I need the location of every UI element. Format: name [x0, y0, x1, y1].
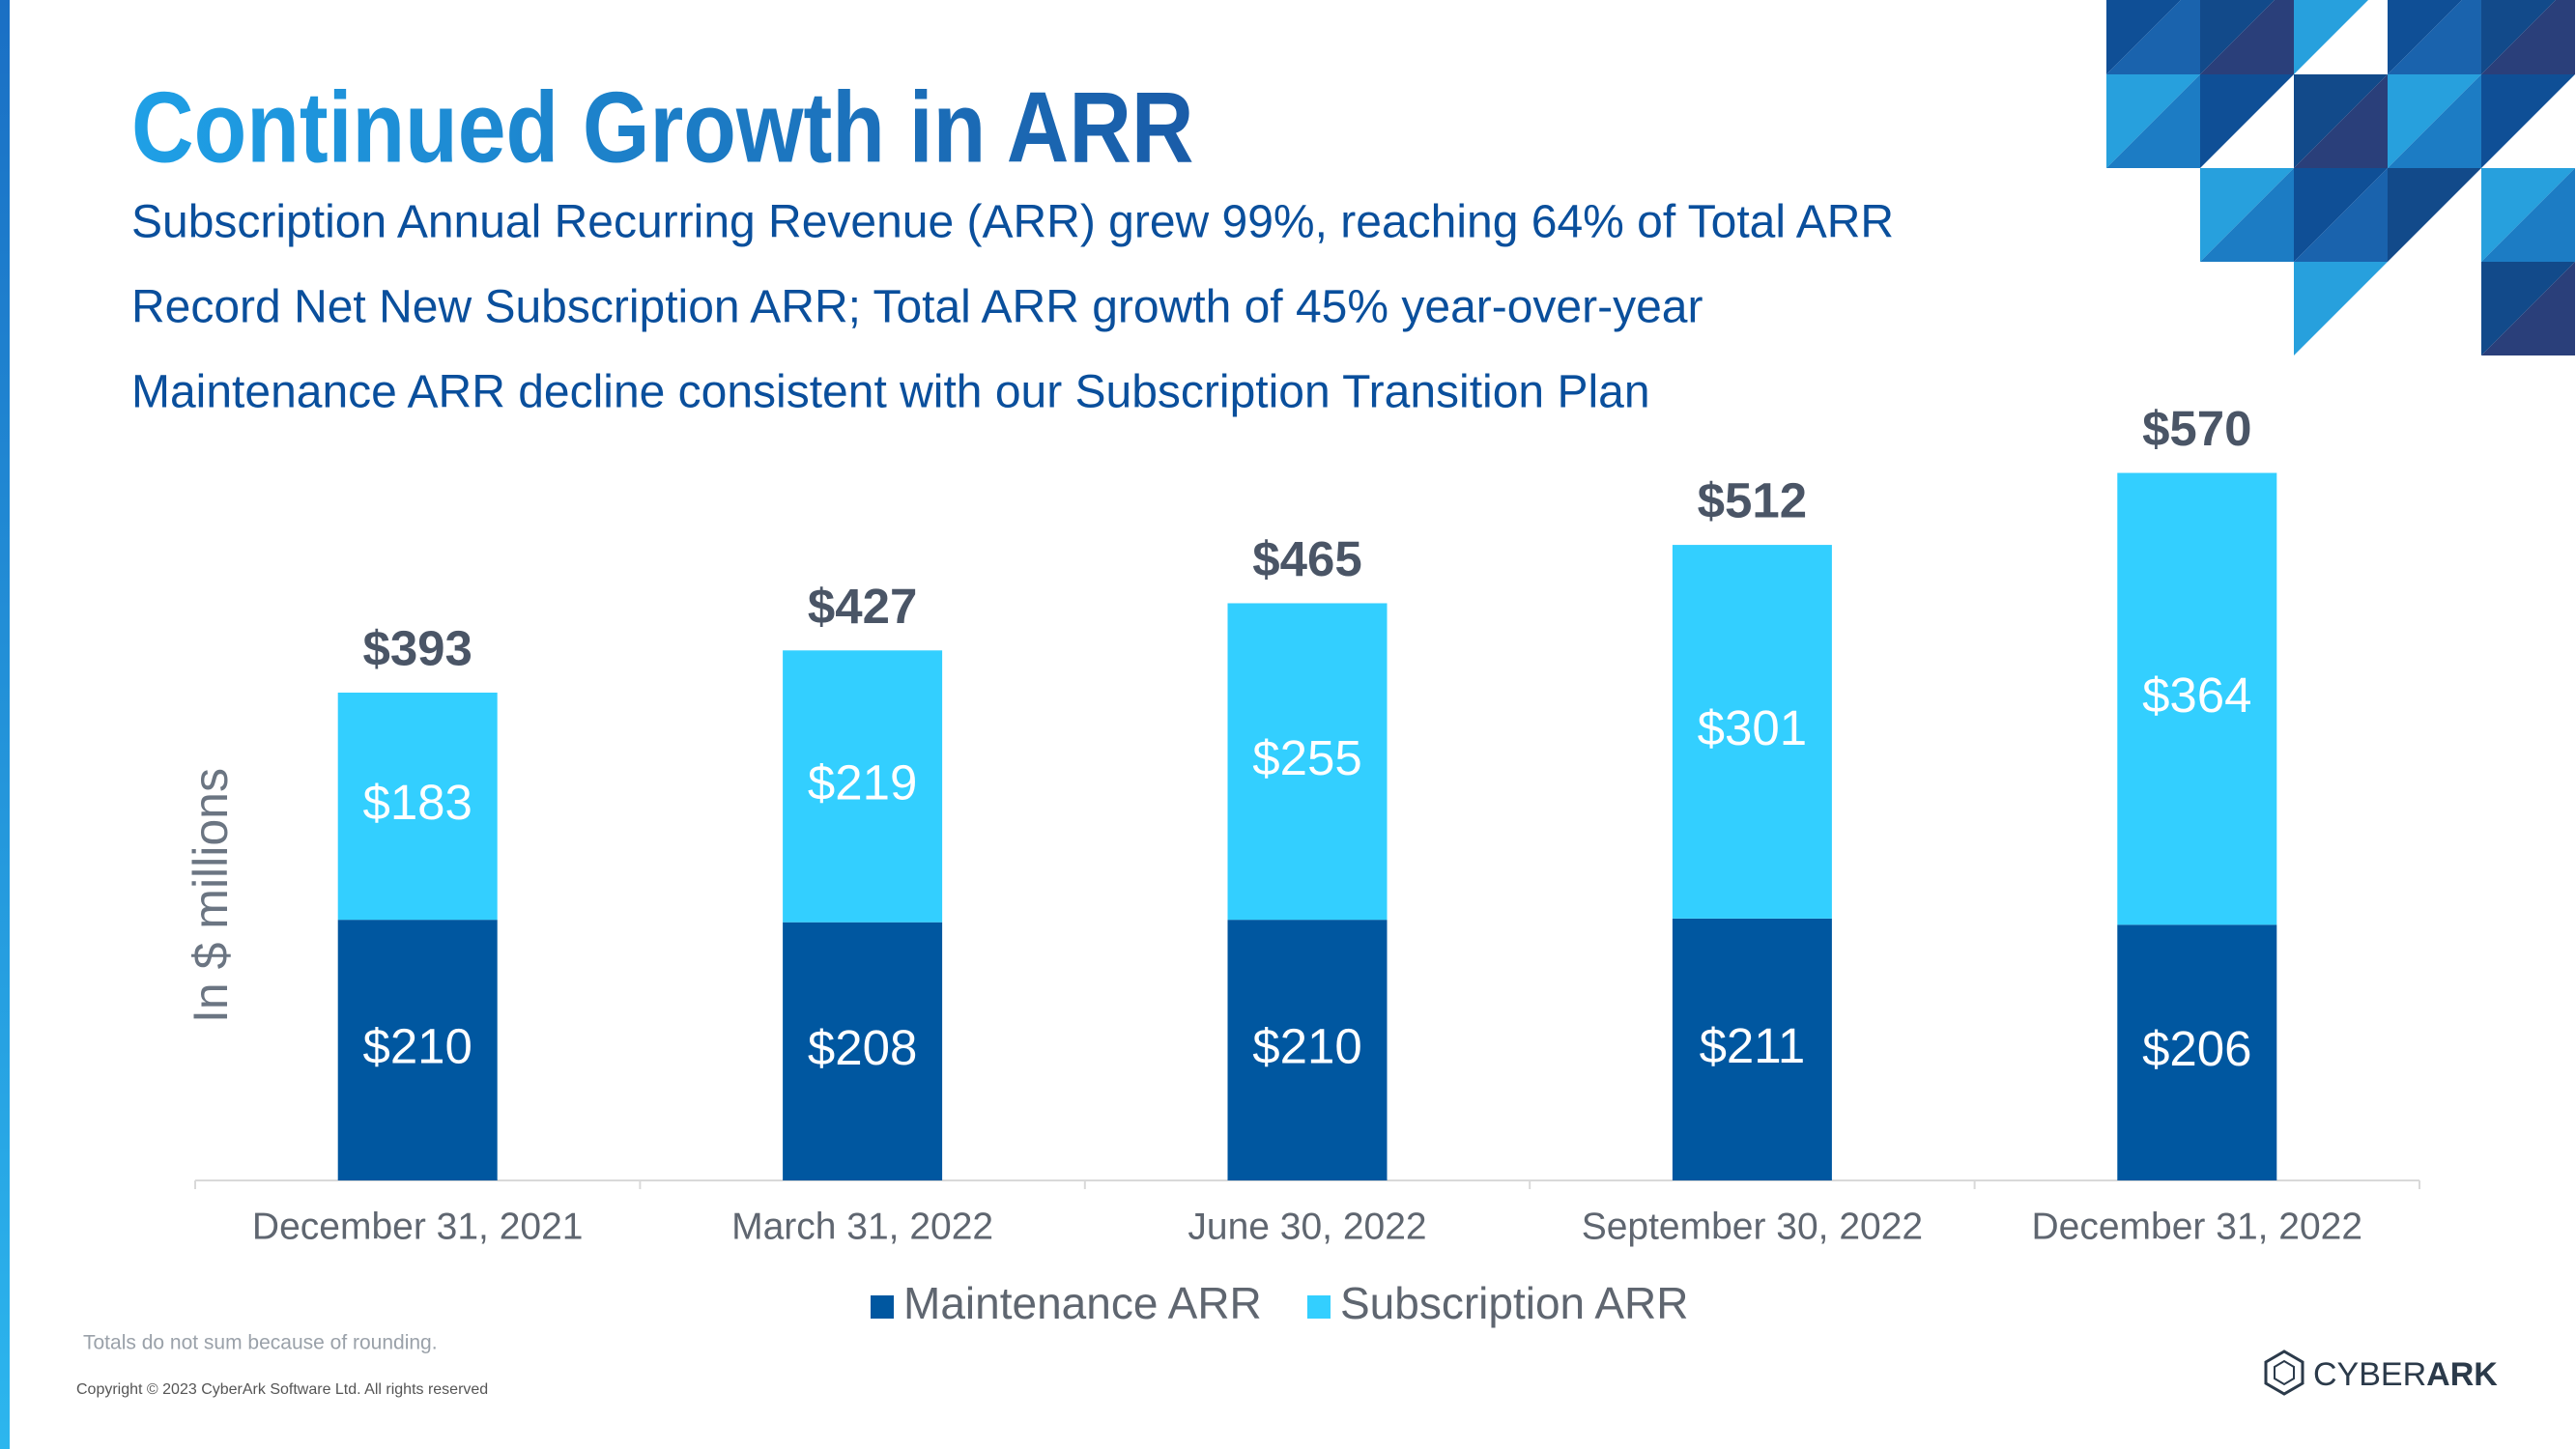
legend-label: Subscription ARR: [1340, 1278, 1689, 1328]
logo: CYBERARK: [2264, 1350, 2498, 1396]
logo-light: CYBER: [2313, 1356, 2426, 1393]
value-label: $301: [1698, 700, 1807, 755]
bar-segment: [337, 920, 498, 1180]
bar-segment: [2117, 472, 2277, 925]
decor-triangle: [2200, 168, 2294, 262]
logo-icon: [2264, 1350, 2304, 1396]
value-label: $208: [808, 1020, 917, 1075]
decor-triangle: [2481, 74, 2575, 168]
total-label: $465: [1252, 531, 1361, 586]
decor-triangle: [2200, 0, 2294, 74]
decor-triangle: [2294, 168, 2388, 262]
logo-bold: ARK: [2426, 1356, 2498, 1393]
total-label: $512: [1698, 473, 1807, 528]
decor-triangle: [2388, 74, 2481, 168]
decor-triangle: [2388, 168, 2481, 262]
bullet: Subscription Annual Recurring Revenue (A…: [131, 197, 1894, 248]
decor-triangle: [2106, 74, 2200, 168]
bar-segment: [1672, 545, 1832, 919]
bar-segment: [1227, 603, 1388, 921]
bullet: Maintenance ARR decline consistent with …: [131, 367, 1650, 418]
logo-text: CYBERARK: [2313, 1356, 2498, 1393]
x-tick-label: December 31, 2021: [252, 1206, 584, 1247]
value-label: $210: [362, 1019, 472, 1074]
decor-triangle: [2388, 0, 2481, 74]
bar-segment: [783, 650, 943, 923]
decor-triangle: [2481, 0, 2575, 74]
value-label: $255: [1252, 730, 1361, 785]
value-label: $219: [808, 754, 917, 810]
legend-swatch: [1307, 1295, 1331, 1319]
value-label: $211: [1700, 1018, 1806, 1073]
bar-segment: [783, 922, 943, 1180]
value-label: $364: [2142, 668, 2251, 723]
bar-segment: [1672, 918, 1832, 1180]
bar-segment: [2117, 924, 2277, 1180]
x-tick-label: June 30, 2022: [1188, 1206, 1426, 1247]
decor-triangle: [2200, 74, 2294, 168]
x-tick-label: March 31, 2022: [731, 1206, 993, 1247]
decor-triangle: [2294, 262, 2388, 355]
logo-icon: [2274, 1359, 2295, 1386]
decoration: [2106, 0, 2575, 355]
bar-segment: [337, 692, 498, 921]
x-tick-label: December 31, 2022: [2032, 1206, 2363, 1247]
x-tick-label: September 30, 2022: [1582, 1206, 1923, 1247]
bar-segment: [1227, 920, 1388, 1180]
bullet: Record Net New Subscription ARR; Total A…: [131, 282, 1703, 333]
edge-bar: [0, 0, 10, 1449]
total-label: $393: [362, 620, 472, 675]
decor-triangle: [2106, 0, 2200, 74]
decor-triangle: [2481, 262, 2575, 355]
legend-swatch: [871, 1295, 894, 1319]
y-axis-label: In $ millions: [184, 768, 238, 1023]
total-label: $570: [2142, 401, 2251, 456]
legend-label: Maintenance ARR: [903, 1278, 1262, 1328]
decor-triangle: [2294, 0, 2368, 74]
value-label: $183: [362, 775, 472, 830]
value-label: $210: [1252, 1019, 1361, 1074]
value-label: $206: [2142, 1021, 2251, 1076]
title: Continued Growth in ARR: [131, 71, 1194, 184]
decor-triangle: [2481, 168, 2575, 262]
copyright: Copyright © 2023 CyberArk Software Ltd. …: [76, 1381, 488, 1398]
total-label: $427: [808, 579, 917, 634]
decor-triangle: [2294, 74, 2388, 168]
footnote: Totals do not sum because of rounding.: [83, 1332, 438, 1354]
